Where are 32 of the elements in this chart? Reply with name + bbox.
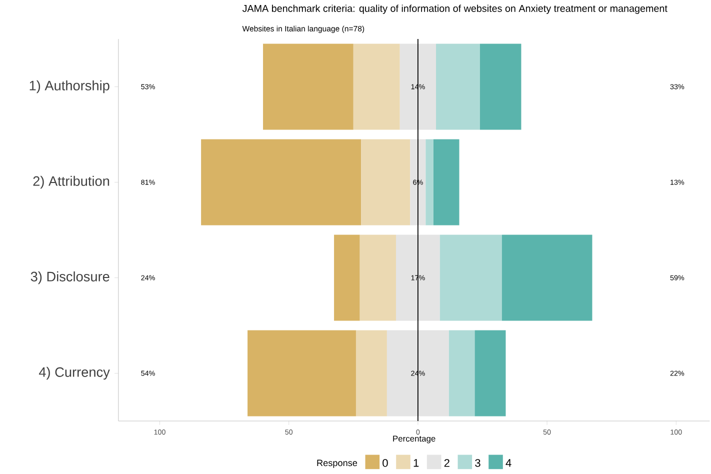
bar: [386, 330, 449, 416]
bar: [410, 139, 426, 226]
bar: [353, 44, 400, 130]
legend-label: 1: [414, 459, 419, 467]
bar: [360, 234, 396, 321]
legend-title: Response: [317, 460, 358, 468]
y-tick-label: 2) Attribution: [33, 176, 110, 189]
bar: [426, 139, 434, 226]
bar: [436, 44, 480, 130]
bar: [356, 330, 387, 416]
bar: [448, 330, 475, 416]
bar: [361, 139, 410, 226]
bar: [263, 44, 354, 130]
bar: [502, 234, 592, 321]
y-tick-label: 3) Disclosure: [30, 272, 110, 284]
legend-label: 3: [475, 459, 480, 468]
chart-title: JAMA benchmark criteria: quality of information of websites on Anxiety treatment or management: [242, 4, 668, 14]
bar: [474, 330, 506, 416]
bar: [440, 234, 502, 321]
legend-label: 4: [506, 459, 512, 467]
bar: [433, 139, 460, 226]
x-axis-title: Percentage: [393, 436, 436, 444]
legend-label: 0: [382, 459, 388, 468]
bar: [480, 44, 522, 130]
bar: [201, 139, 362, 226]
legend-label: 2: [444, 459, 450, 467]
y-tick-label: 4) Currency: [38, 367, 110, 380]
y-tick-label: 1) Authorship: [30, 80, 110, 94]
bar: [334, 234, 360, 321]
bar: [400, 44, 436, 130]
bar: [248, 330, 356, 416]
bar: [396, 234, 440, 321]
